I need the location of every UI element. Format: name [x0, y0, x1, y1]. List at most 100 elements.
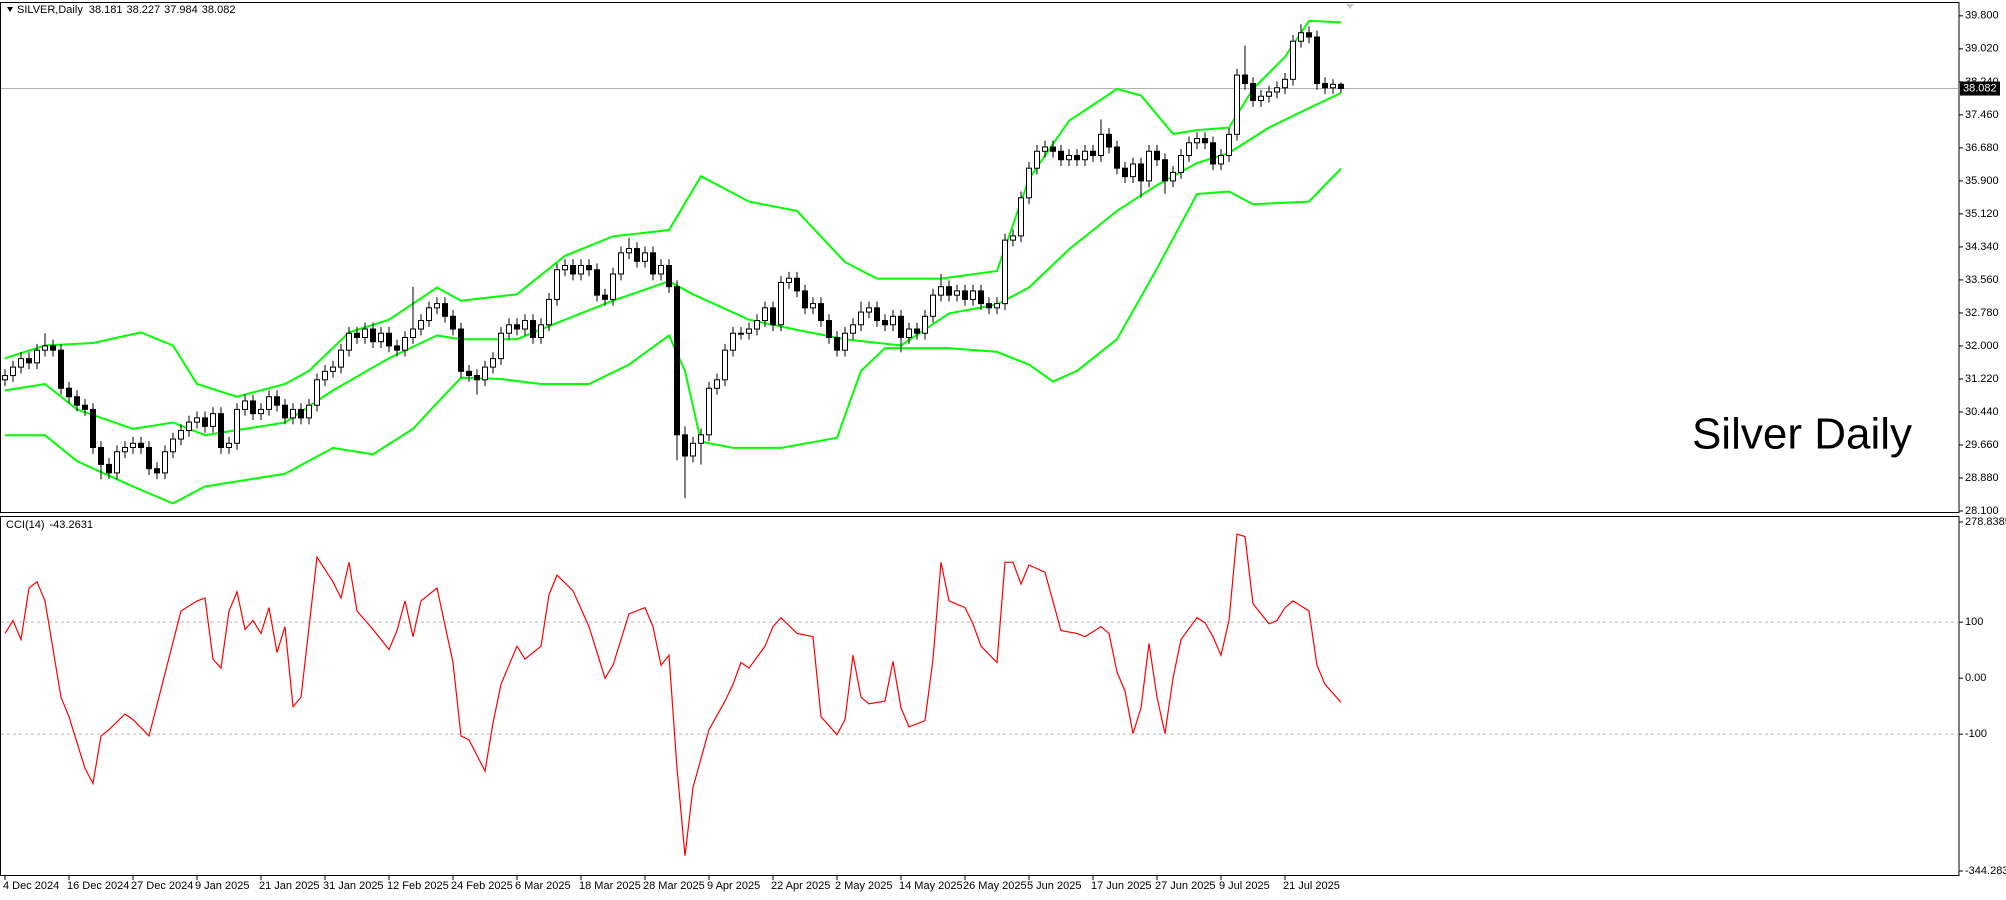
candle-body: [1146, 150, 1152, 182]
candle-body: [666, 265, 672, 288]
cci-panel-frame: [0, 516, 1960, 876]
candle-body: [1234, 74, 1240, 135]
candle-body: [50, 345, 56, 351]
candle-body: [106, 463, 112, 474]
bid-label: 38.082: [1963, 82, 1997, 94]
candle-body: [1210, 142, 1216, 165]
candle-body: [234, 408, 240, 444]
candle-body: [1162, 159, 1168, 182]
header-high: 38.227: [126, 4, 160, 16]
x-tick-label: 9 Jan 2025: [195, 880, 249, 892]
candle-body: [1186, 142, 1192, 156]
candle-body: [546, 298, 552, 326]
candle-body: [1170, 171, 1176, 182]
candle-body: [730, 332, 736, 351]
candle-body: [34, 349, 40, 364]
candle-body: [618, 252, 624, 275]
candle-body: [1090, 150, 1096, 156]
candle-body: [218, 413, 224, 449]
x-tick-label: 31 Jan 2025: [323, 880, 384, 892]
x-tick-label: 24 Feb 2025: [451, 880, 513, 892]
candle-body: [378, 332, 384, 343]
y-tick-label: 37.460: [1965, 109, 1999, 121]
y-tick-label: -344.283: [1965, 865, 2006, 877]
candle-body: [706, 387, 712, 436]
candle-body: [794, 277, 800, 292]
candle-body: [1082, 150, 1088, 161]
candle-body: [858, 311, 864, 326]
candle-body: [810, 303, 816, 309]
x-tick-label: 28 Mar 2025: [643, 880, 705, 892]
candle-body: [498, 332, 504, 360]
candle-body: [114, 451, 120, 474]
candle-body: [458, 328, 464, 372]
y-tick-label: 33.560: [1965, 274, 1999, 286]
candle-body: [1114, 146, 1120, 169]
x-tick-label: 16 Dec 2024: [67, 880, 129, 892]
cci-header: CCI(14) -43.2631: [6, 519, 93, 531]
candle-body: [130, 442, 136, 449]
candle-body: [522, 320, 528, 330]
candle-body: [826, 320, 832, 338]
candle-body: [818, 303, 824, 322]
price-panel-frame: [0, 2, 1960, 513]
candle-body: [770, 307, 776, 326]
candle-body: [266, 396, 272, 410]
candle-body: [162, 451, 168, 474]
candle-body: [26, 358, 32, 364]
y-tick-label: 32.000: [1965, 340, 1999, 352]
candle-body: [474, 375, 480, 381]
candle-body: [402, 336, 408, 351]
candle-body: [434, 303, 440, 309]
candle-body: [1330, 83, 1336, 89]
candle-body: [538, 324, 544, 338]
candle-body: [1250, 83, 1256, 101]
candle-body: [626, 248, 632, 254]
header-low: 37.984: [164, 4, 198, 16]
candle-body: [426, 307, 432, 322]
candle-body: [122, 447, 128, 453]
candle-body: [786, 277, 792, 283]
candle-body: [1298, 32, 1304, 42]
y-tick-label: 35.900: [1965, 175, 1999, 187]
candle-body: [1098, 133, 1104, 156]
y-tick-label: 29.660: [1965, 439, 1999, 451]
candle-body: [370, 328, 376, 343]
candle-body: [74, 396, 80, 406]
candle-body: [394, 345, 400, 351]
candle-body: [450, 315, 456, 330]
candle-body: [698, 434, 704, 444]
candle-body: [1002, 239, 1008, 305]
candle-body: [1050, 146, 1056, 152]
x-tick-label: 27 Jun 2025: [1155, 880, 1216, 892]
shift-marker: [1346, 4, 1354, 9]
x-tick-label: 12 Feb 2025: [387, 880, 449, 892]
menu-triangle: [7, 7, 13, 12]
candle-body: [258, 408, 264, 415]
y-tick-label: 36.680: [1965, 142, 1999, 154]
bollinger-band: [5, 167, 1342, 505]
x-tick-label: 17 Jun 2025: [1091, 880, 1152, 892]
candle-body: [1266, 91, 1272, 97]
candle-body: [146, 447, 152, 470]
candle-body: [714, 379, 720, 389]
candle-body: [154, 468, 160, 474]
candle-body: [1218, 154, 1224, 165]
candle-body: [354, 332, 360, 338]
candle-body: [970, 290, 976, 300]
candle-body: [306, 404, 312, 419]
candle-body: [530, 320, 536, 338]
candle-body: [962, 290, 968, 300]
y-tick-label: -100: [1965, 728, 1987, 740]
candle-body: [1290, 40, 1296, 80]
candle-body: [242, 400, 248, 410]
candle-body: [746, 328, 752, 334]
candle-body: [138, 442, 144, 449]
candle-body: [10, 366, 16, 377]
candle-body: [226, 442, 232, 449]
candle-body: [346, 332, 352, 351]
y-tick-label: 32.780: [1965, 307, 1999, 319]
y-tick-label: 39.800: [1965, 10, 1999, 22]
